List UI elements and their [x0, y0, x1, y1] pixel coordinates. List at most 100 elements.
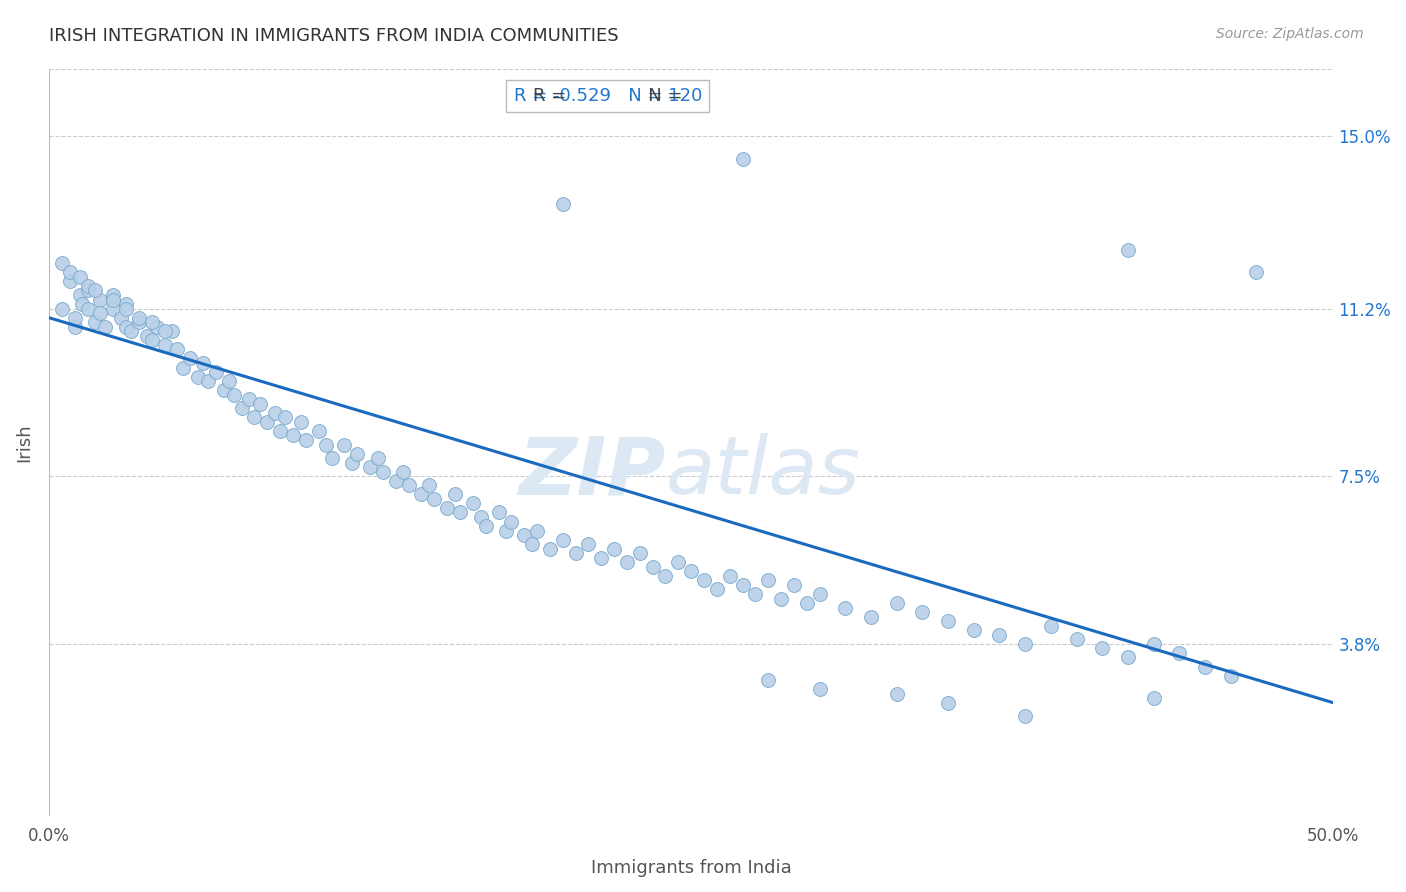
- Point: [988, 628, 1011, 642]
- Point: [1168, 646, 1191, 660]
- Point: [392, 465, 415, 479]
- Text: R = -0.529   N = 120: R = -0.529 N = 120: [513, 87, 702, 105]
- Point: [770, 591, 793, 606]
- Point: [103, 301, 125, 316]
- Point: [94, 319, 117, 334]
- Point: [205, 365, 228, 379]
- Point: [1091, 641, 1114, 656]
- Point: [936, 614, 959, 628]
- Point: [281, 428, 304, 442]
- Point: [681, 565, 703, 579]
- Point: [628, 546, 651, 560]
- Point: [333, 437, 356, 451]
- Point: [231, 401, 253, 416]
- Point: [461, 496, 484, 510]
- Point: [162, 324, 184, 338]
- Point: [513, 528, 536, 542]
- Text: Source: ZipAtlas.com: Source: ZipAtlas.com: [1216, 27, 1364, 41]
- Point: [886, 596, 908, 610]
- Point: [153, 324, 176, 338]
- Point: [84, 284, 107, 298]
- Point: [290, 415, 312, 429]
- Point: [654, 569, 676, 583]
- Point: [141, 315, 163, 329]
- Point: [243, 410, 266, 425]
- Point: [76, 301, 98, 316]
- Point: [212, 383, 235, 397]
- Point: [308, 424, 330, 438]
- Point: [179, 351, 201, 366]
- Point: [51, 301, 73, 316]
- Point: [249, 397, 271, 411]
- Point: [115, 301, 138, 316]
- Point: [89, 293, 111, 307]
- Point: [166, 343, 188, 357]
- Point: [128, 310, 150, 325]
- Point: [963, 624, 986, 638]
- Text: atlas: atlas: [665, 434, 860, 511]
- Text: ZIP: ZIP: [519, 434, 665, 511]
- Point: [115, 297, 138, 311]
- Point: [89, 306, 111, 320]
- X-axis label: Immigrants from India: Immigrants from India: [591, 859, 792, 877]
- Point: [551, 533, 574, 547]
- Point: [128, 315, 150, 329]
- Point: [63, 319, 86, 334]
- Point: [69, 288, 91, 302]
- Point: [1116, 650, 1139, 665]
- Point: [371, 465, 394, 479]
- Point: [436, 500, 458, 515]
- Text: R =: R =: [533, 87, 572, 105]
- Point: [264, 406, 287, 420]
- Point: [1142, 691, 1164, 706]
- Point: [470, 510, 492, 524]
- Point: [346, 447, 368, 461]
- Point: [911, 605, 934, 619]
- Point: [153, 338, 176, 352]
- Point: [578, 537, 600, 551]
- Point: [69, 269, 91, 284]
- Point: [222, 387, 245, 401]
- Point: [295, 433, 318, 447]
- Point: [269, 424, 291, 438]
- Point: [859, 609, 882, 624]
- Point: [538, 541, 561, 556]
- Point: [756, 574, 779, 588]
- Point: [495, 524, 517, 538]
- Point: [76, 279, 98, 293]
- Point: [666, 555, 689, 569]
- Point: [616, 555, 638, 569]
- Point: [58, 265, 80, 279]
- Point: [256, 415, 278, 429]
- Point: [796, 596, 818, 610]
- Point: [398, 478, 420, 492]
- Point: [63, 310, 86, 325]
- Point: [783, 578, 806, 592]
- Point: [936, 696, 959, 710]
- Point: [551, 197, 574, 211]
- Point: [564, 546, 586, 560]
- Point: [706, 582, 728, 597]
- Text: N =: N =: [631, 87, 688, 105]
- Point: [501, 515, 523, 529]
- Point: [191, 356, 214, 370]
- Point: [418, 478, 440, 492]
- Point: [103, 288, 125, 302]
- Point: [172, 360, 194, 375]
- Point: [315, 437, 337, 451]
- Point: [1014, 637, 1036, 651]
- Point: [808, 682, 831, 697]
- Point: [731, 152, 754, 166]
- Point: [187, 369, 209, 384]
- Point: [731, 578, 754, 592]
- Point: [274, 410, 297, 425]
- Point: [1194, 659, 1216, 673]
- Point: [1014, 709, 1036, 723]
- Point: [238, 392, 260, 407]
- Point: [423, 491, 446, 506]
- Text: IRISH INTEGRATION IN IMMIGRANTS FROM INDIA COMMUNITIES: IRISH INTEGRATION IN IMMIGRANTS FROM IND…: [49, 27, 619, 45]
- Point: [603, 541, 626, 556]
- Point: [115, 319, 138, 334]
- Point: [84, 315, 107, 329]
- Point: [72, 297, 94, 311]
